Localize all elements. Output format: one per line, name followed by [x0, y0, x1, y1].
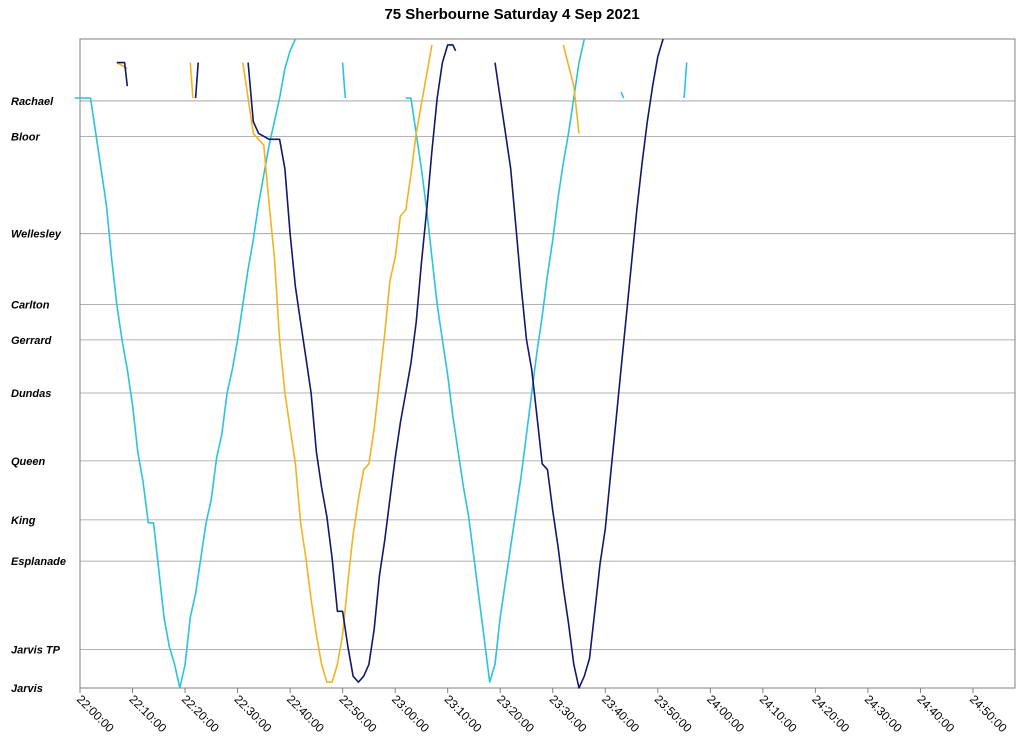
- x-tick-label: 24:30:00: [862, 692, 905, 735]
- series-line: [341, 62, 347, 99]
- series-line: [620, 91, 625, 99]
- x-tick-label: 23:00:00: [389, 692, 432, 735]
- chart-title: 75 Sherbourne Saturday 4 Sep 2021: [384, 6, 640, 23]
- y-tick-label: Wellesley: [11, 229, 62, 241]
- x-tick-label: 23:20:00: [494, 692, 537, 735]
- x-tick-label: 22:30:00: [231, 692, 274, 735]
- series-line: [494, 38, 664, 689]
- series-lines: [74, 38, 688, 689]
- x-tick-label: 24:00:00: [704, 692, 747, 735]
- series-line: [405, 38, 586, 683]
- x-tick-label: 22:00:00: [74, 692, 117, 735]
- series-line: [116, 61, 129, 87]
- y-tick-label: Bloor: [11, 131, 40, 143]
- x-tick-label: 22:50:00: [337, 692, 380, 735]
- series-line: [74, 38, 297, 689]
- plot-area: [79, 38, 1016, 689]
- y-tick-label: Esplanade: [11, 556, 66, 568]
- x-tick-label: 22:10:00: [126, 692, 169, 735]
- series-line: [242, 44, 433, 683]
- x-tick-label: 24:10:00: [757, 692, 800, 735]
- y-tick-label: Rachael: [11, 96, 54, 108]
- stop-labels: Rachael Bloor Wellesley Carlton Gerrard Dunda…: [11, 96, 66, 695]
- x-tick-label: 23:30:00: [547, 692, 590, 735]
- series-line: [189, 62, 194, 99]
- x-tick-label: 24:20:00: [809, 692, 852, 735]
- gridlines: [80, 100, 1015, 689]
- x-tick-label: 23:10:00: [442, 692, 485, 735]
- y-tick-label: Jarvis TP: [11, 645, 61, 657]
- y-tick-label: Gerrard: [11, 335, 52, 347]
- x-tick-label: 23:40:00: [599, 692, 642, 735]
- series-line: [247, 44, 457, 683]
- y-tick-label: Queen: [11, 456, 46, 468]
- x-tick-label: 22:20:00: [179, 692, 222, 735]
- series-line: [194, 62, 199, 99]
- y-tick-label: King: [11, 515, 36, 527]
- x-axis-ticks: 22:00:00 22:10:00 22:20:00 22:30:00 22:40:00…: [74, 688, 1010, 735]
- x-tick-label: 24:40:00: [914, 692, 957, 735]
- x-tick-label: 23:50:00: [652, 692, 695, 735]
- series-line: [683, 62, 688, 99]
- series-line: [562, 44, 580, 134]
- x-tick-label: 22:40:00: [284, 692, 327, 735]
- y-tick-label: Dundas: [11, 388, 51, 400]
- x-tick-label: 24:50:00: [967, 692, 1010, 735]
- y-tick-label: Carlton: [11, 300, 50, 312]
- y-tick-label: Jarvis: [11, 683, 43, 695]
